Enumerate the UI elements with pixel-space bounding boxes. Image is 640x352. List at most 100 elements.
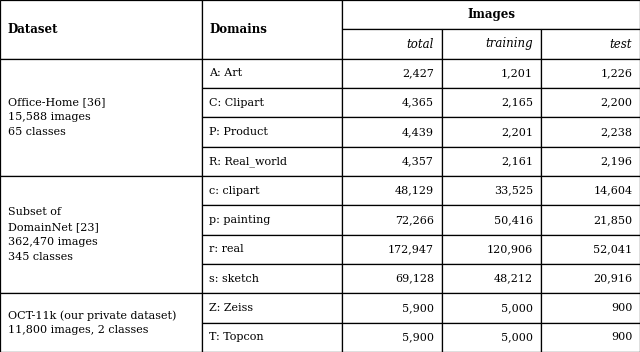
- Text: 1,226: 1,226: [600, 68, 632, 78]
- Text: DomainNet [23]: DomainNet [23]: [8, 222, 99, 232]
- Text: 11,800 images, 2 classes: 11,800 images, 2 classes: [8, 325, 148, 335]
- Text: 50,416: 50,416: [494, 215, 533, 225]
- Bar: [202, 205, 342, 235]
- Text: 69,128: 69,128: [395, 274, 434, 284]
- Bar: [202, 117, 342, 147]
- Text: Images: Images: [467, 8, 515, 21]
- Text: 21,850: 21,850: [593, 215, 632, 225]
- Bar: [202, 323, 342, 352]
- Text: 900: 900: [611, 332, 632, 342]
- Text: 345 classes: 345 classes: [8, 252, 73, 262]
- Text: training: training: [486, 38, 533, 50]
- Bar: [442, 29, 541, 59]
- Text: 2,201: 2,201: [501, 127, 533, 137]
- Bar: [442, 293, 541, 323]
- Bar: [442, 264, 541, 293]
- Bar: [202, 176, 342, 205]
- Text: 20,916: 20,916: [593, 274, 632, 284]
- Text: 5,000: 5,000: [501, 303, 533, 313]
- Text: 2,196: 2,196: [600, 156, 632, 166]
- Text: p: painting: p: painting: [209, 215, 271, 225]
- Bar: [342, 235, 442, 264]
- Bar: [541, 29, 640, 59]
- Bar: [0, 293, 202, 352]
- Bar: [202, 235, 342, 264]
- Text: 65 classes: 65 classes: [8, 127, 65, 137]
- Text: 4,365: 4,365: [402, 98, 434, 108]
- Text: 52,041: 52,041: [593, 244, 632, 254]
- Bar: [442, 147, 541, 176]
- Text: 1,201: 1,201: [501, 68, 533, 78]
- Bar: [541, 117, 640, 147]
- Bar: [342, 176, 442, 205]
- Text: 4,439: 4,439: [402, 127, 434, 137]
- Bar: [342, 0, 640, 29]
- Bar: [0, 176, 202, 293]
- Bar: [0, 59, 202, 176]
- Bar: [342, 59, 442, 88]
- Text: 15,588 images: 15,588 images: [8, 112, 90, 122]
- Bar: [541, 147, 640, 176]
- Text: test: test: [610, 38, 632, 50]
- Bar: [342, 88, 442, 117]
- Text: 48,212: 48,212: [494, 274, 533, 284]
- Text: 172,947: 172,947: [388, 244, 434, 254]
- Bar: [202, 88, 342, 117]
- Bar: [541, 235, 640, 264]
- Text: 2,238: 2,238: [600, 127, 632, 137]
- Bar: [202, 147, 342, 176]
- Bar: [342, 323, 442, 352]
- Text: 5,900: 5,900: [402, 332, 434, 342]
- Text: 5,900: 5,900: [402, 303, 434, 313]
- Text: 72,266: 72,266: [395, 215, 434, 225]
- Bar: [442, 88, 541, 117]
- Bar: [541, 293, 640, 323]
- Text: c: clipart: c: clipart: [209, 186, 260, 196]
- Text: 2,161: 2,161: [501, 156, 533, 166]
- Text: OCT-11k (our private dataset): OCT-11k (our private dataset): [8, 310, 176, 321]
- Bar: [541, 264, 640, 293]
- Text: Z: Zeiss: Z: Zeiss: [209, 303, 253, 313]
- Bar: [541, 176, 640, 205]
- Text: total: total: [406, 38, 434, 50]
- Bar: [442, 176, 541, 205]
- Bar: [541, 59, 640, 88]
- Bar: [202, 264, 342, 293]
- Bar: [541, 323, 640, 352]
- Text: 14,604: 14,604: [593, 186, 632, 196]
- Bar: [442, 323, 541, 352]
- Bar: [442, 235, 541, 264]
- Text: 2,427: 2,427: [402, 68, 434, 78]
- Bar: [342, 29, 442, 59]
- Text: C: Clipart: C: Clipart: [209, 98, 264, 108]
- Bar: [541, 88, 640, 117]
- Bar: [541, 205, 640, 235]
- Text: 900: 900: [611, 303, 632, 313]
- Text: Office-Home [36]: Office-Home [36]: [8, 98, 105, 108]
- Text: R: Real_world: R: Real_world: [209, 156, 287, 167]
- Bar: [342, 264, 442, 293]
- Text: 2,165: 2,165: [501, 98, 533, 108]
- Bar: [202, 0, 342, 59]
- Text: 33,525: 33,525: [494, 186, 533, 196]
- Bar: [342, 205, 442, 235]
- Bar: [342, 293, 442, 323]
- Text: s: sketch: s: sketch: [209, 274, 259, 284]
- Text: 5,000: 5,000: [501, 332, 533, 342]
- Bar: [442, 205, 541, 235]
- Text: r: real: r: real: [209, 244, 244, 254]
- Text: T: Topcon: T: Topcon: [209, 332, 264, 342]
- Text: 2,200: 2,200: [600, 98, 632, 108]
- Bar: [342, 147, 442, 176]
- Text: A: Art: A: Art: [209, 68, 243, 78]
- Text: Subset of: Subset of: [8, 207, 61, 218]
- Bar: [0, 0, 202, 59]
- Text: 120,906: 120,906: [487, 244, 533, 254]
- Text: 362,470 images: 362,470 images: [8, 237, 97, 247]
- Text: P: Product: P: Product: [209, 127, 268, 137]
- Text: 48,129: 48,129: [395, 186, 434, 196]
- Text: Domains: Domains: [209, 23, 267, 36]
- Text: Dataset: Dataset: [8, 23, 58, 36]
- Bar: [342, 117, 442, 147]
- Bar: [442, 59, 541, 88]
